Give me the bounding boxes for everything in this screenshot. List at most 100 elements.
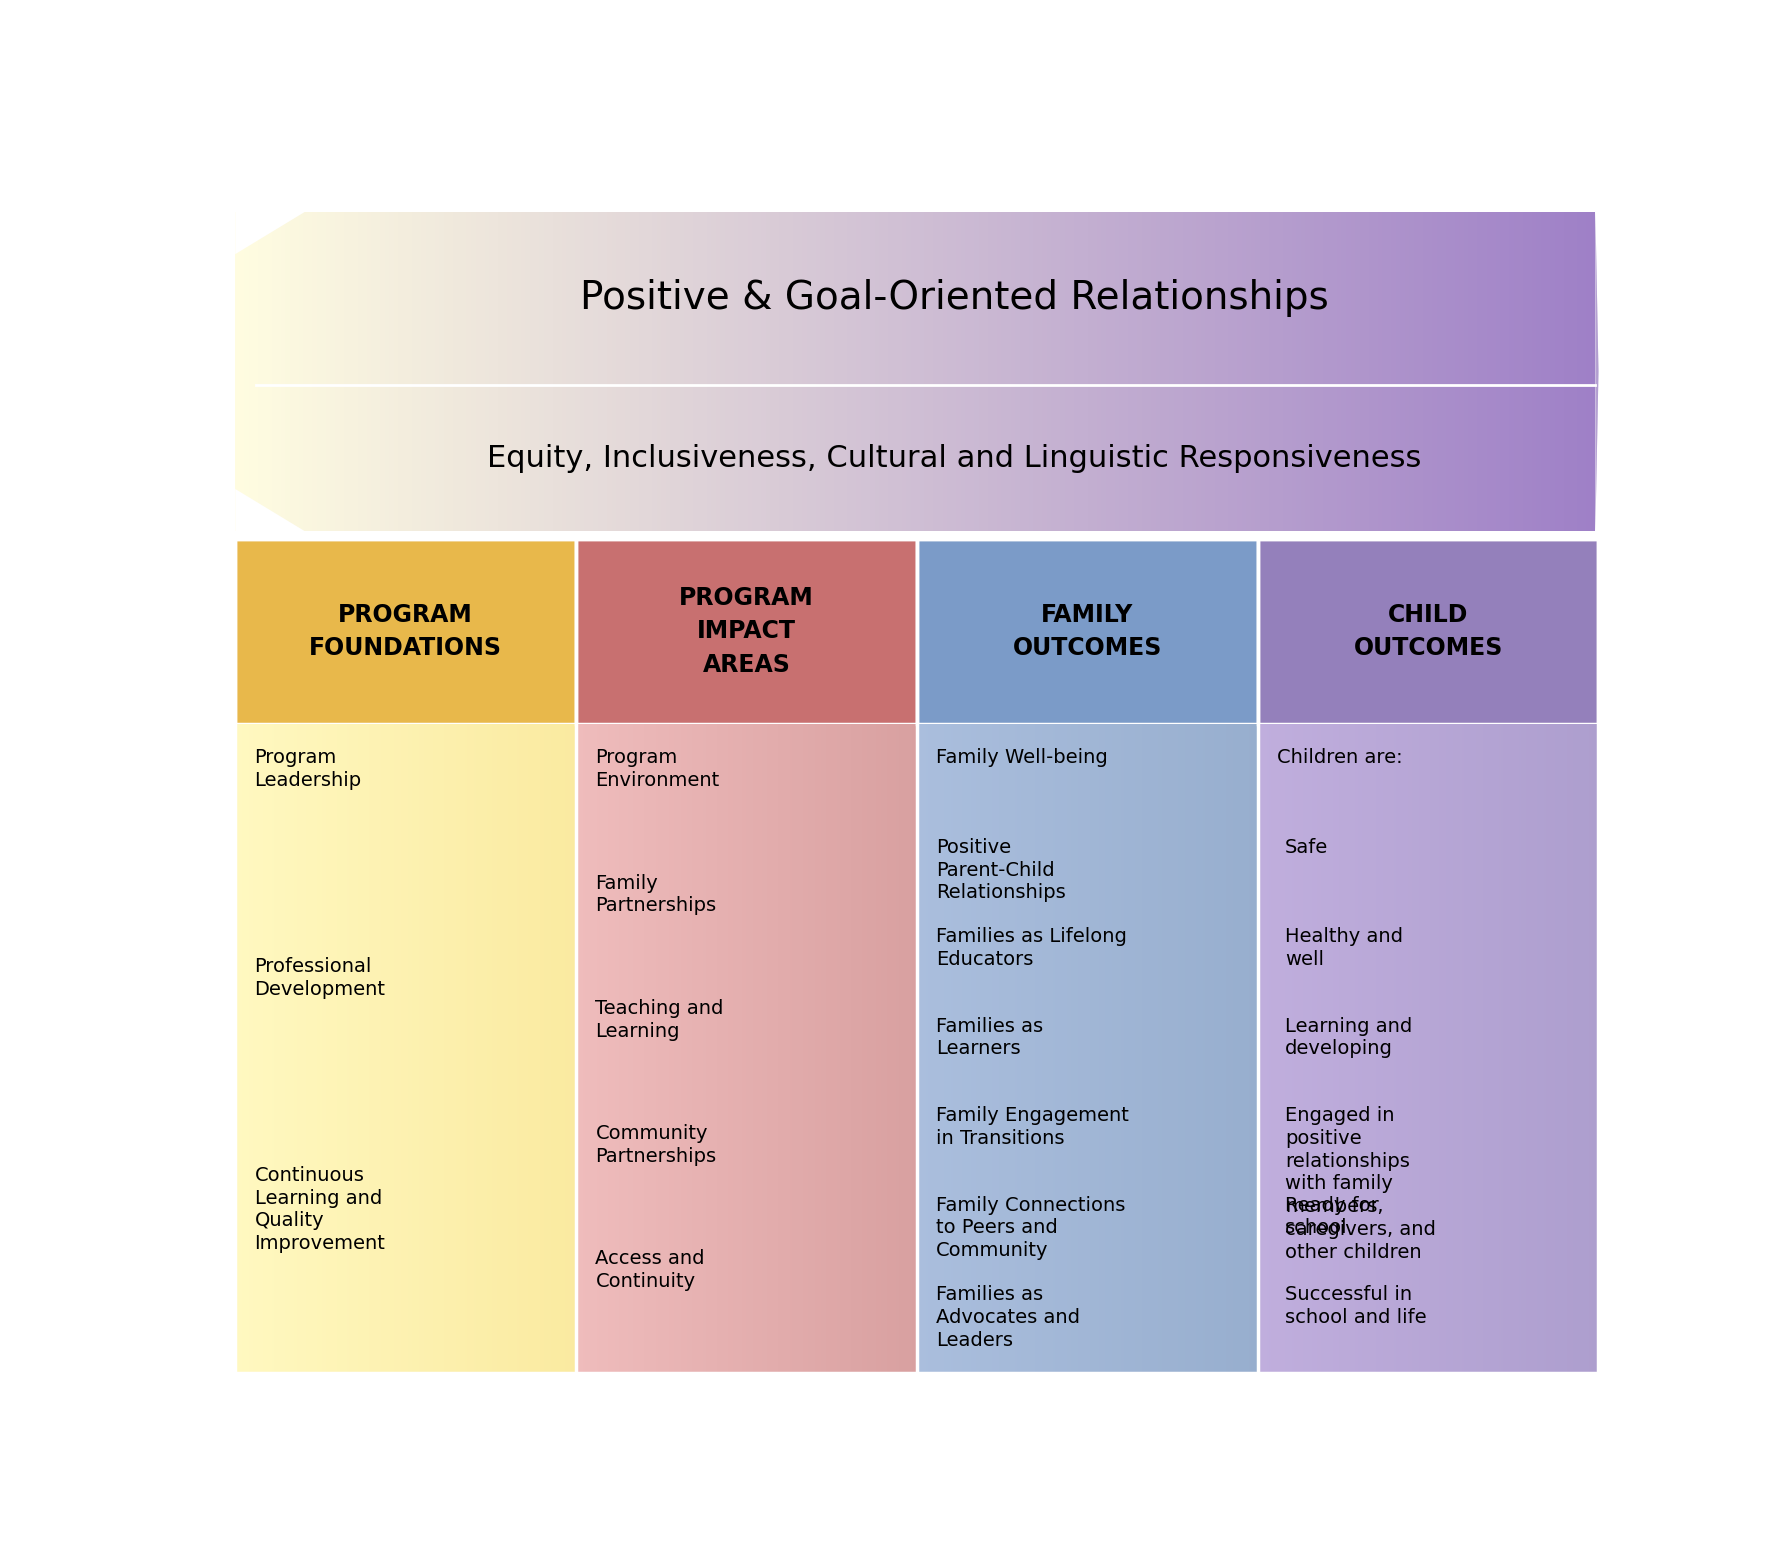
Bar — [1369, 211, 1374, 531]
Bar — [1156, 211, 1159, 531]
Bar — [342, 724, 343, 1373]
Bar — [1064, 211, 1070, 531]
Bar — [263, 211, 267, 531]
Bar — [737, 724, 739, 1373]
Bar — [1317, 724, 1318, 1373]
Bar — [521, 211, 526, 531]
Bar — [1233, 724, 1234, 1373]
Bar — [1268, 211, 1274, 531]
Bar — [1286, 211, 1292, 531]
Bar — [819, 211, 825, 531]
Bar — [937, 211, 943, 531]
Bar — [1190, 724, 1191, 1373]
Bar — [488, 211, 494, 531]
Bar — [1315, 211, 1318, 531]
Bar — [1084, 724, 1088, 1373]
Bar — [1014, 211, 1020, 531]
Bar — [1437, 211, 1442, 531]
Bar — [1589, 724, 1592, 1373]
Bar — [1306, 724, 1308, 1373]
Bar — [1433, 724, 1435, 1373]
Bar — [1276, 724, 1277, 1373]
Bar — [1134, 724, 1138, 1373]
Bar — [1403, 724, 1406, 1373]
Bar — [612, 211, 615, 531]
Bar — [1102, 211, 1106, 531]
Bar — [1469, 724, 1471, 1373]
Bar — [1252, 724, 1256, 1373]
Bar — [1376, 724, 1378, 1373]
Bar — [1174, 724, 1175, 1373]
Bar — [1170, 211, 1174, 531]
Bar — [1342, 724, 1344, 1373]
Bar — [635, 211, 639, 531]
Bar — [1141, 211, 1147, 531]
Bar — [433, 724, 435, 1373]
Bar — [716, 211, 721, 531]
Bar — [435, 211, 440, 531]
Bar — [882, 724, 886, 1373]
Bar — [1179, 211, 1183, 531]
Bar — [479, 211, 485, 531]
Bar — [1052, 211, 1056, 531]
Bar — [1345, 211, 1351, 531]
Bar — [313, 724, 315, 1373]
Bar — [1056, 211, 1061, 531]
Bar — [451, 724, 453, 1373]
Bar — [869, 724, 871, 1373]
Bar — [1374, 211, 1378, 531]
Bar — [259, 724, 263, 1373]
Bar — [1381, 724, 1383, 1373]
Bar — [258, 211, 263, 531]
Bar — [1166, 724, 1168, 1373]
Bar — [1095, 724, 1097, 1373]
Bar — [1222, 724, 1224, 1373]
Bar — [1141, 724, 1145, 1373]
Bar — [714, 724, 717, 1373]
Text: FAMILY
OUTCOMES: FAMILY OUTCOMES — [1013, 603, 1161, 660]
Bar — [630, 211, 635, 531]
Bar — [250, 724, 254, 1373]
Bar — [1106, 211, 1111, 531]
Bar — [793, 724, 794, 1373]
Bar — [1512, 724, 1515, 1373]
Bar — [1061, 211, 1064, 531]
Bar — [1032, 724, 1036, 1373]
Bar — [424, 724, 426, 1373]
Bar — [1458, 724, 1460, 1373]
Bar — [1206, 724, 1208, 1373]
Bar — [1310, 211, 1315, 531]
Bar — [1306, 211, 1310, 531]
Bar — [1193, 724, 1197, 1373]
Bar — [601, 724, 603, 1373]
Bar — [707, 211, 712, 531]
Bar — [503, 211, 508, 531]
Bar — [914, 724, 916, 1373]
Bar — [660, 724, 662, 1373]
Bar — [689, 724, 692, 1373]
Bar — [1383, 211, 1386, 531]
Bar — [809, 724, 810, 1373]
Bar — [367, 211, 372, 531]
Bar — [351, 724, 354, 1373]
Bar — [1544, 724, 1546, 1373]
Bar — [472, 724, 474, 1373]
Bar — [1344, 724, 1347, 1373]
Bar — [283, 724, 284, 1373]
Bar — [624, 724, 626, 1373]
Bar — [558, 724, 560, 1373]
Bar — [1580, 724, 1583, 1373]
Bar — [1555, 211, 1558, 531]
Bar — [703, 724, 705, 1373]
Bar — [299, 724, 301, 1373]
Bar — [1098, 724, 1100, 1373]
Bar — [426, 211, 429, 531]
Bar — [1267, 724, 1268, 1373]
Bar — [335, 211, 340, 531]
Bar — [324, 724, 326, 1373]
Bar — [1501, 724, 1503, 1373]
Bar — [751, 211, 757, 531]
Bar — [1277, 724, 1281, 1373]
Bar — [861, 724, 862, 1373]
Bar — [760, 211, 766, 531]
